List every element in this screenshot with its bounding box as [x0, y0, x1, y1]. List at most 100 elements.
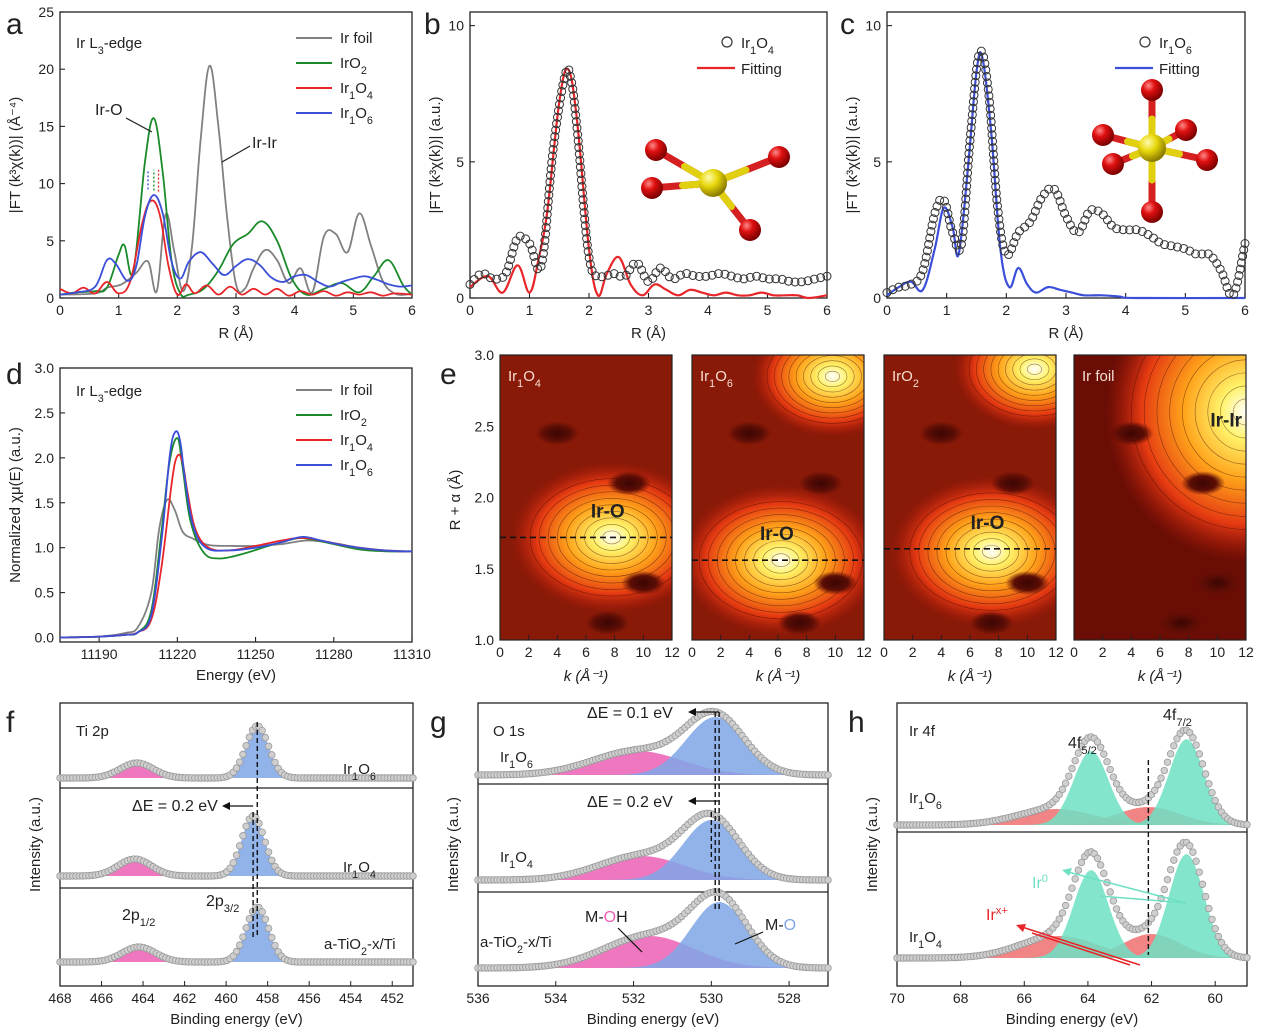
- data-point: [764, 274, 774, 284]
- data-point: [1201, 892, 1210, 901]
- data-point: [548, 145, 558, 155]
- data-point: [271, 941, 279, 950]
- fit-component: [478, 936, 828, 968]
- x-tick-label-e: 12: [856, 644, 872, 660]
- data-point: [982, 71, 992, 81]
- data-point: [995, 221, 1005, 231]
- data-point: [987, 123, 997, 133]
- state-arrow: [1067, 871, 1187, 904]
- data-point: [1231, 283, 1241, 293]
- x-tick-label-e: 4: [745, 644, 753, 660]
- data-point: [1087, 205, 1097, 215]
- legend-label: IrO2: [340, 407, 367, 429]
- y-tick-label-b: 10: [448, 18, 464, 34]
- annotation-ir-ir: Ir-Ir: [252, 135, 278, 152]
- contour-line: [945, 518, 1038, 585]
- y-tick-label-c: 10: [865, 18, 881, 34]
- data-point: [542, 216, 552, 226]
- legend-marker: [721, 36, 733, 48]
- data-point: [987, 130, 997, 140]
- data-point: [585, 259, 595, 269]
- data-point: [959, 220, 969, 230]
- plot-frame-f: [59, 702, 414, 987]
- data-point: [1191, 249, 1201, 259]
- data-point: [527, 245, 537, 255]
- data-point: [824, 771, 832, 779]
- data-point: [637, 265, 647, 275]
- data-point: [1074, 866, 1083, 874]
- contour-line: [774, 355, 864, 419]
- data-point: [569, 91, 579, 101]
- contour-line: [1012, 355, 1056, 386]
- panel-g: 536 534 532 530 528 g Intensity (a.u.) Binding …: [430, 702, 832, 1028]
- intensity-minimum: [777, 610, 822, 635]
- oxygen-atom: [641, 177, 663, 199]
- data-point: [1189, 848, 1197, 856]
- data-point: [1100, 869, 1108, 878]
- data-point: [1112, 905, 1121, 913]
- x-tick-label-f: 454: [339, 990, 363, 1006]
- data-point: [239, 933, 247, 941]
- contour-line: [997, 355, 1056, 396]
- contour-line: [766, 355, 864, 424]
- arrow-head: [688, 797, 696, 805]
- map-name: Ir1O6: [700, 368, 733, 390]
- data-point: [492, 274, 502, 284]
- data-point: [1058, 909, 1067, 917]
- data-point: [258, 828, 266, 836]
- oxygen-atom: [1092, 124, 1114, 146]
- data-point: [1201, 770, 1210, 778]
- data-point: [236, 941, 244, 949]
- data-point: [1205, 904, 1213, 913]
- data-point: [682, 269, 692, 279]
- x-axis-label: Binding energy (eV): [587, 1011, 720, 1028]
- data-point: [1033, 200, 1043, 210]
- data-point: [928, 214, 938, 224]
- annotation-pointer: [125, 117, 153, 133]
- data-point: [1147, 914, 1156, 923]
- legend-label: Ir1O4: [741, 35, 774, 57]
- data-point: [648, 273, 658, 283]
- annotation-ir-o: Ir-O: [95, 102, 123, 119]
- data-point: [954, 245, 964, 255]
- x-tick-label-e: 10: [828, 644, 844, 660]
- data-point: [582, 234, 592, 244]
- x-tick-label-b: 2: [585, 302, 593, 318]
- data-point: [694, 271, 704, 281]
- peak-label: 4f7/2: [1163, 707, 1192, 729]
- x-axis-label: R (Å): [219, 325, 254, 342]
- oxygen-atom: [1196, 149, 1218, 171]
- panel-label: h: [848, 706, 865, 739]
- data-point: [558, 80, 568, 90]
- data-point: [1030, 206, 1040, 216]
- data-point: [1020, 222, 1030, 232]
- data-point: [615, 271, 625, 281]
- data-point: [409, 872, 417, 880]
- contour-line: [1194, 359, 1246, 465]
- series-line-Ir1O6: [59, 430, 413, 639]
- intensity-minimum: [535, 421, 580, 446]
- y-tick-label-b: 5: [456, 154, 464, 170]
- data-point: [609, 269, 619, 279]
- y-tick-label-b: 0: [456, 290, 464, 306]
- data-point: [990, 175, 1000, 185]
- data-point: [1151, 909, 1159, 917]
- data-point: [540, 236, 550, 246]
- data-point: [942, 202, 952, 212]
- data-point: [970, 84, 980, 94]
- x-tick-label-g: 528: [777, 990, 801, 1006]
- x-tick-label-c: 5: [1181, 302, 1189, 318]
- data-point: [504, 261, 514, 271]
- oxygen-atom: [645, 139, 667, 161]
- data-point: [985, 97, 995, 107]
- panel-label: d: [6, 358, 23, 391]
- y-tick-label-d: 0.0: [35, 630, 55, 646]
- data-point: [1125, 225, 1135, 235]
- data-point: [1198, 760, 1207, 768]
- data-point: [1109, 773, 1118, 781]
- data-point: [1065, 772, 1073, 780]
- data-point: [979, 52, 989, 62]
- data-point: [536, 261, 546, 271]
- data-point: [553, 106, 563, 116]
